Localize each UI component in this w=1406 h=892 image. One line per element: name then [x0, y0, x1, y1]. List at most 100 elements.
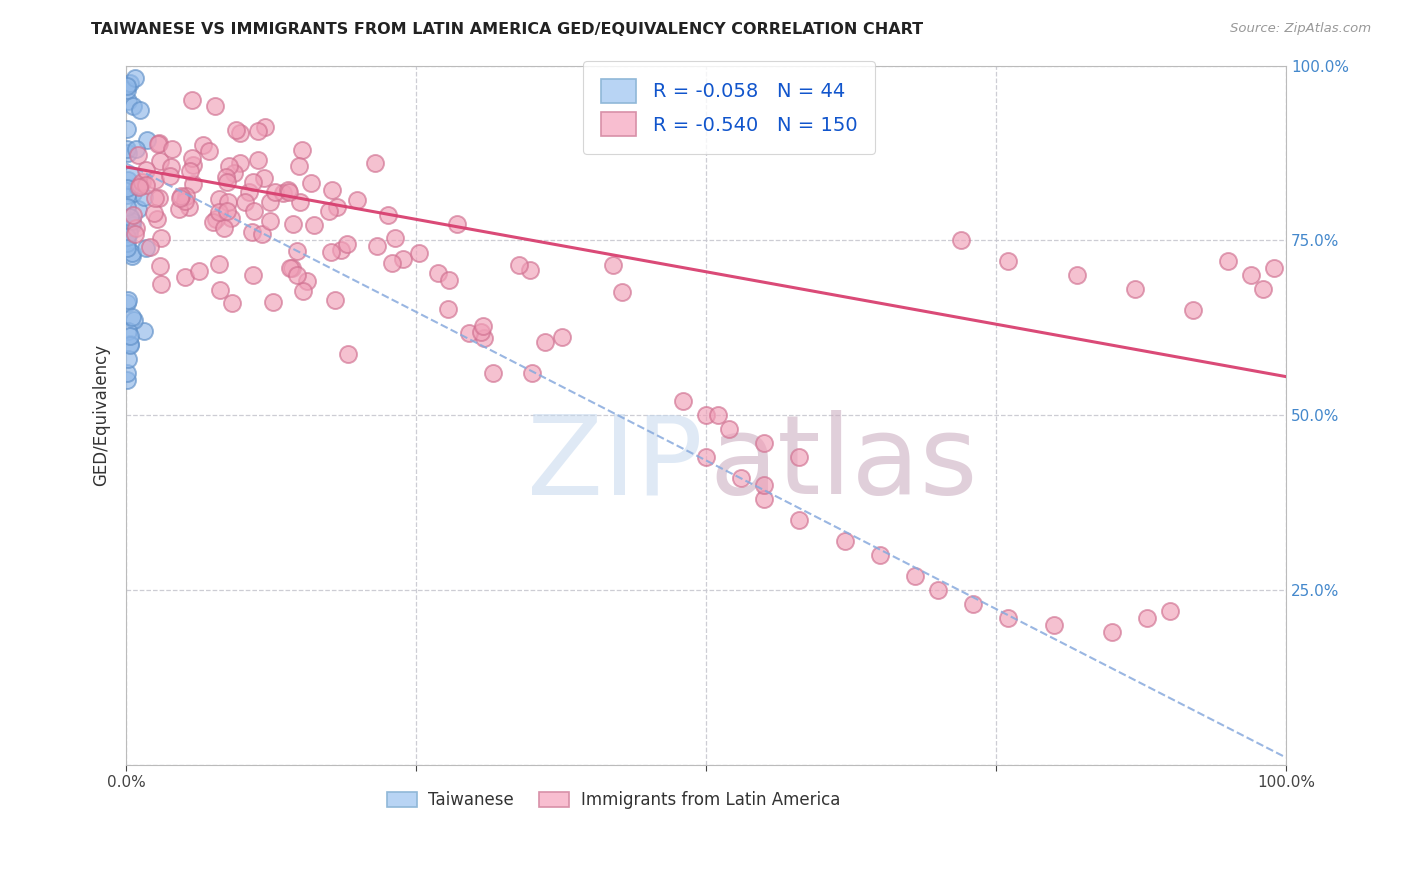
Point — [1043, 617, 1066, 632]
Point — [118, 337, 141, 351]
Point — [281, 217, 304, 231]
Point — [508, 258, 530, 272]
Point — [181, 151, 204, 165]
Point — [1123, 282, 1146, 296]
Point — [273, 186, 295, 201]
Point — [287, 159, 309, 173]
Point — [366, 239, 388, 253]
Point — [519, 263, 541, 277]
Point — [125, 142, 148, 156]
Point — [117, 235, 139, 250]
Point — [149, 277, 172, 291]
Point — [131, 175, 153, 189]
Point — [278, 261, 301, 276]
Point — [135, 133, 157, 147]
Point — [146, 137, 169, 152]
Point — [117, 146, 139, 161]
Point — [117, 293, 139, 307]
Point — [285, 244, 308, 259]
Point — [117, 229, 139, 244]
Point — [672, 394, 695, 409]
Point — [551, 330, 574, 344]
Point — [193, 137, 215, 152]
Point — [927, 582, 949, 597]
Point — [1101, 624, 1123, 639]
Point — [149, 259, 172, 273]
Point — [329, 243, 352, 257]
Point — [181, 158, 204, 172]
Point — [242, 225, 264, 239]
Point — [127, 202, 149, 217]
Point — [180, 93, 202, 107]
Point — [125, 178, 148, 193]
Point — [139, 240, 162, 254]
Point — [262, 294, 284, 309]
Point — [128, 180, 150, 194]
Point — [212, 221, 235, 235]
Point — [392, 252, 415, 267]
Point — [482, 366, 505, 380]
Point — [117, 241, 139, 255]
Point — [135, 241, 157, 255]
Point — [149, 153, 172, 168]
Point — [277, 183, 299, 197]
Point — [285, 268, 308, 282]
Point — [124, 70, 146, 85]
Point — [209, 283, 232, 297]
Point — [170, 188, 193, 202]
Point — [118, 226, 141, 240]
Point — [950, 233, 973, 247]
Point — [602, 258, 624, 272]
Point — [336, 347, 359, 361]
Point — [217, 195, 239, 210]
Point — [259, 194, 281, 209]
Point — [997, 611, 1019, 625]
Point — [132, 324, 155, 338]
Point — [118, 220, 141, 235]
Point — [143, 205, 166, 219]
Text: TAIWANESE VS IMMIGRANTS FROM LATIN AMERICA GED/EQUIVALENCY CORRELATION CHART: TAIWANESE VS IMMIGRANTS FROM LATIN AMERI… — [91, 22, 924, 37]
Point — [439, 272, 461, 286]
Point — [117, 201, 139, 215]
Point — [221, 211, 243, 226]
Point — [363, 156, 385, 170]
Point — [290, 194, 312, 209]
Point — [243, 203, 266, 218]
Point — [962, 597, 984, 611]
Point — [117, 83, 139, 97]
Point — [259, 213, 281, 227]
Point — [222, 166, 245, 180]
Point — [457, 326, 479, 341]
Point — [436, 302, 458, 317]
Point — [117, 173, 139, 187]
Point — [122, 99, 145, 113]
Point — [247, 153, 270, 167]
Point — [117, 373, 139, 387]
Point — [246, 123, 269, 137]
Point — [1066, 268, 1088, 283]
Point — [384, 231, 406, 245]
Point — [470, 325, 492, 339]
Point — [277, 185, 299, 199]
Point — [730, 471, 752, 485]
Point — [215, 175, 238, 189]
Point — [408, 245, 430, 260]
Y-axis label: GED/Equivalency: GED/Equivalency — [93, 344, 110, 486]
Point — [197, 145, 219, 159]
Point — [120, 329, 142, 343]
Point — [834, 533, 856, 548]
Point — [787, 450, 810, 464]
Point — [120, 168, 142, 182]
Point — [125, 220, 148, 235]
Point — [179, 200, 201, 214]
Point — [167, 202, 190, 216]
Point — [176, 189, 198, 203]
Point — [181, 177, 204, 191]
Point — [122, 313, 145, 327]
Point — [117, 366, 139, 380]
Point — [135, 162, 157, 177]
Point — [472, 331, 495, 345]
Point — [146, 212, 169, 227]
Point — [118, 210, 141, 224]
Point — [159, 169, 181, 183]
